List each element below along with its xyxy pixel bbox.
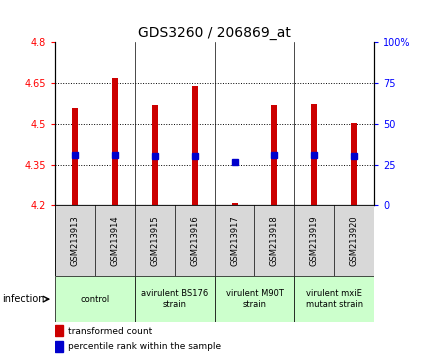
Text: transformed count: transformed count <box>68 326 152 336</box>
Bar <box>215 276 294 322</box>
Text: infection: infection <box>2 294 45 304</box>
Bar <box>55 276 135 322</box>
Text: virulent M90T
strain: virulent M90T strain <box>226 290 283 309</box>
Bar <box>351 122 357 205</box>
Text: GSM213920: GSM213920 <box>350 215 359 266</box>
Text: percentile rank within the sample: percentile rank within the sample <box>68 342 221 352</box>
Text: GSM213916: GSM213916 <box>190 215 199 266</box>
Bar <box>55 341 63 353</box>
Text: GSM213919: GSM213919 <box>310 215 319 266</box>
Text: GSM213914: GSM213914 <box>110 215 119 266</box>
Bar <box>55 325 63 336</box>
Bar <box>311 104 317 205</box>
Bar <box>272 105 278 205</box>
Bar <box>192 86 198 205</box>
Bar <box>294 276 374 322</box>
Bar <box>152 105 158 205</box>
Title: GDS3260 / 206869_at: GDS3260 / 206869_at <box>138 26 291 40</box>
Text: GSM213915: GSM213915 <box>150 215 159 266</box>
Bar <box>232 202 238 205</box>
Bar <box>135 276 215 322</box>
Text: GSM213917: GSM213917 <box>230 215 239 266</box>
Text: virulent mxiE
mutant strain: virulent mxiE mutant strain <box>306 290 363 309</box>
Text: GSM213913: GSM213913 <box>71 215 79 266</box>
Text: control: control <box>80 295 110 304</box>
Text: GSM213918: GSM213918 <box>270 215 279 266</box>
Text: avirulent BS176
strain: avirulent BS176 strain <box>141 290 208 309</box>
Bar <box>112 78 118 205</box>
Bar <box>72 108 78 205</box>
